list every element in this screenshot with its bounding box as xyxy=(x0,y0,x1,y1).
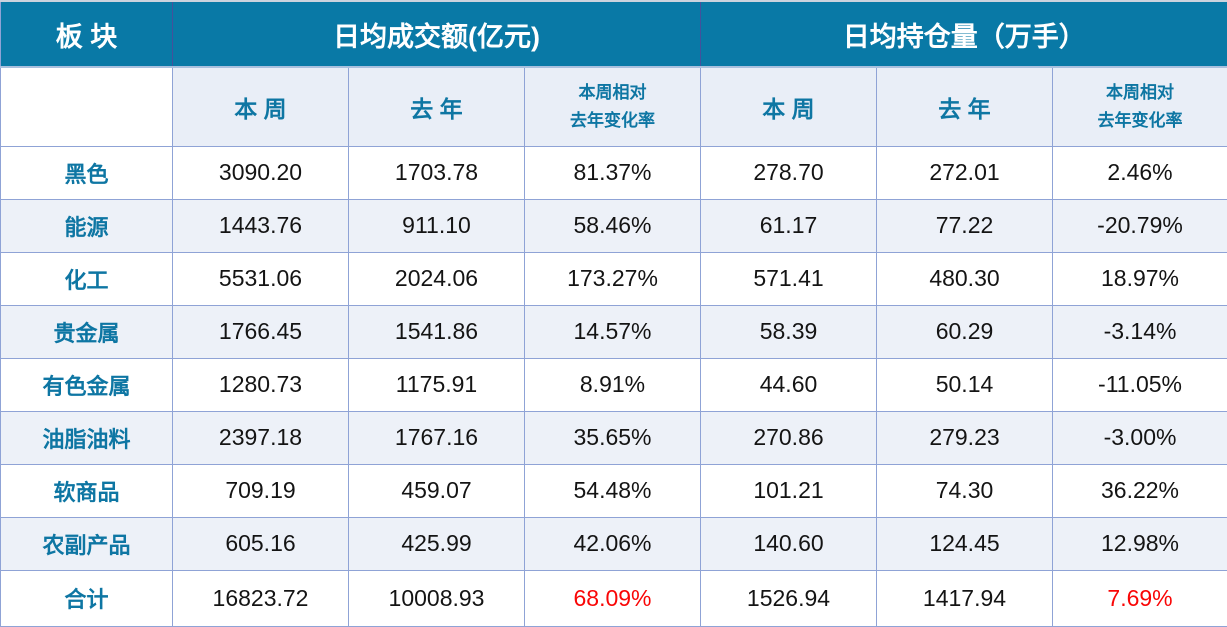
cell-turnover-week: 1443.76 xyxy=(173,199,349,252)
row-label: 油脂油料 xyxy=(1,411,173,464)
table-body: 黑色 3090.20 1703.78 81.37% 278.70 272.01 … xyxy=(1,146,1227,626)
cell-oi-lastyear: 77.22 xyxy=(877,199,1053,252)
table-row: 黑色 3090.20 1703.78 81.37% 278.70 272.01 … xyxy=(1,146,1227,199)
change-label-line2: 去年变化率 xyxy=(525,107,700,135)
cell-turnover-week: 1280.73 xyxy=(173,358,349,411)
row-label: 化工 xyxy=(1,252,173,305)
cell-oi-change: -3.00% xyxy=(1053,411,1227,464)
row-label: 能源 xyxy=(1,199,173,252)
cell-oi-change: 36.22% xyxy=(1053,464,1227,517)
sub-header-row: 本 周 去 年 本周相对 去年变化率 本 周 去 年 本周相对 去年变化率 xyxy=(1,67,1227,146)
cell-turnover-week: 16823.72 xyxy=(173,570,349,626)
cell-oi-week: 61.17 xyxy=(701,199,877,252)
subheader-oi-week: 本 周 xyxy=(701,67,877,146)
cell-oi-week: 1526.94 xyxy=(701,570,877,626)
change-label-line2: 去年变化率 xyxy=(1053,107,1227,135)
cell-turnover-lastyear: 10008.93 xyxy=(349,570,525,626)
cell-turnover-lastyear: 1703.78 xyxy=(349,146,525,199)
group-header-openinterest: 日均持仓量（万手） xyxy=(701,1,1227,67)
cell-turnover-lastyear: 1767.16 xyxy=(349,411,525,464)
cell-oi-change: 2.46% xyxy=(1053,146,1227,199)
cell-turnover-change: 42.06% xyxy=(525,517,701,570)
row-label: 软商品 xyxy=(1,464,173,517)
cell-oi-change: 12.98% xyxy=(1053,517,1227,570)
cell-oi-lastyear: 74.30 xyxy=(877,464,1053,517)
cell-oi-lastyear: 272.01 xyxy=(877,146,1053,199)
subheader-oi-change: 本周相对 去年变化率 xyxy=(1053,67,1227,146)
cell-turnover-lastyear: 425.99 xyxy=(349,517,525,570)
cell-turnover-week: 605.16 xyxy=(173,517,349,570)
cell-turnover-change: 173.27% xyxy=(525,252,701,305)
cell-oi-lastyear: 480.30 xyxy=(877,252,1053,305)
cell-turnover-week: 5531.06 xyxy=(173,252,349,305)
group-header-turnover: 日均成交额(亿元) xyxy=(173,1,701,67)
cell-oi-week: 571.41 xyxy=(701,252,877,305)
change-label-line1: 本周相对 xyxy=(525,79,700,107)
cell-oi-lastyear: 124.45 xyxy=(877,517,1053,570)
cell-oi-lastyear: 279.23 xyxy=(877,411,1053,464)
row-label: 有色金属 xyxy=(1,358,173,411)
subheader-turnover-week: 本 周 xyxy=(173,67,349,146)
cell-turnover-lastyear: 2024.06 xyxy=(349,252,525,305)
cell-oi-lastyear: 1417.94 xyxy=(877,570,1053,626)
corner-label: 板 块 xyxy=(1,1,173,67)
cell-turnover-change: 35.65% xyxy=(525,411,701,464)
cell-turnover-change: 14.57% xyxy=(525,305,701,358)
cell-turnover-lastyear: 911.10 xyxy=(349,199,525,252)
cell-oi-change: -20.79% xyxy=(1053,199,1227,252)
corner-empty-cell xyxy=(1,67,173,146)
table-row: 能源 1443.76 911.10 58.46% 61.17 77.22 -20… xyxy=(1,199,1227,252)
table-row: 贵金属 1766.45 1541.86 14.57% 58.39 60.29 -… xyxy=(1,305,1227,358)
table-header: 板 块 日均成交额(亿元) 日均持仓量（万手） 本 周 去 年 本周相对 去年变… xyxy=(1,1,1227,146)
table-row: 合计 16823.72 10008.93 68.09% 1526.94 1417… xyxy=(1,570,1227,626)
cell-oi-change: 7.69% xyxy=(1053,570,1227,626)
cell-turnover-change: 68.09% xyxy=(525,570,701,626)
cell-turnover-lastyear: 1175.91 xyxy=(349,358,525,411)
cell-oi-week: 44.60 xyxy=(701,358,877,411)
cell-turnover-change: 58.46% xyxy=(525,199,701,252)
change-label-line1: 本周相对 xyxy=(1053,79,1227,107)
row-label: 农副产品 xyxy=(1,517,173,570)
cell-oi-lastyear: 60.29 xyxy=(877,305,1053,358)
subheader-turnover-change: 本周相对 去年变化率 xyxy=(525,67,701,146)
cell-oi-lastyear: 50.14 xyxy=(877,358,1053,411)
cell-turnover-change: 81.37% xyxy=(525,146,701,199)
cell-turnover-week: 3090.20 xyxy=(173,146,349,199)
table-row: 软商品 709.19 459.07 54.48% 101.21 74.30 36… xyxy=(1,464,1227,517)
table-row: 有色金属 1280.73 1175.91 8.91% 44.60 50.14 -… xyxy=(1,358,1227,411)
table-row: 油脂油料 2397.18 1767.16 35.65% 270.86 279.2… xyxy=(1,411,1227,464)
cell-oi-week: 140.60 xyxy=(701,517,877,570)
cell-turnover-week: 1766.45 xyxy=(173,305,349,358)
table-row: 农副产品 605.16 425.99 42.06% 140.60 124.45 … xyxy=(1,517,1227,570)
cell-oi-change: -11.05% xyxy=(1053,358,1227,411)
cell-oi-week: 58.39 xyxy=(701,305,877,358)
row-label: 贵金属 xyxy=(1,305,173,358)
cell-turnover-lastyear: 1541.86 xyxy=(349,305,525,358)
cell-oi-week: 101.21 xyxy=(701,464,877,517)
subheader-oi-lastyear: 去 年 xyxy=(877,67,1053,146)
subheader-turnover-lastyear: 去 年 xyxy=(349,67,525,146)
cell-turnover-week: 709.19 xyxy=(173,464,349,517)
row-label: 黑色 xyxy=(1,146,173,199)
cell-turnover-lastyear: 459.07 xyxy=(349,464,525,517)
cell-oi-change: 18.97% xyxy=(1053,252,1227,305)
cell-oi-change: -3.14% xyxy=(1053,305,1227,358)
cell-oi-week: 270.86 xyxy=(701,411,877,464)
group-header-row: 板 块 日均成交额(亿元) 日均持仓量（万手） xyxy=(1,1,1227,67)
cell-turnover-week: 2397.18 xyxy=(173,411,349,464)
cell-turnover-change: 8.91% xyxy=(525,358,701,411)
row-label: 合计 xyxy=(1,570,173,626)
cell-turnover-change: 54.48% xyxy=(525,464,701,517)
table-row: 化工 5531.06 2024.06 173.27% 571.41 480.30… xyxy=(1,252,1227,305)
cell-oi-week: 278.70 xyxy=(701,146,877,199)
